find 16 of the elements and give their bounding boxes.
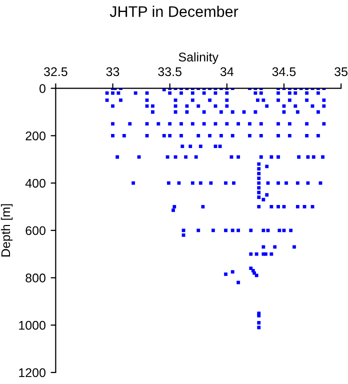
x-tick-label: 32.5 xyxy=(44,67,68,76)
chart-title: JHTP in December xyxy=(110,6,238,17)
x-tick-label: 33.5 xyxy=(158,67,182,76)
y-tick-label: 800 xyxy=(26,274,46,282)
y-tick-label: 400 xyxy=(25,178,46,188)
y-tick-label: 1000 xyxy=(19,320,46,330)
x-axis-title: Salinity xyxy=(178,52,218,64)
x-tick-label: 34.5 xyxy=(272,67,296,76)
y-tick-label: 0 xyxy=(39,84,46,93)
x-tick-label: 33 xyxy=(106,67,120,76)
x-tick-label: 35 xyxy=(334,67,348,76)
y-tick-label: 600 xyxy=(26,226,46,236)
y-tick-label: 200 xyxy=(26,131,46,140)
y-axis-title: Depth [m] xyxy=(0,204,13,256)
x-tick-label: 34 xyxy=(220,67,234,76)
y-tick-label: 1200 xyxy=(19,368,46,378)
